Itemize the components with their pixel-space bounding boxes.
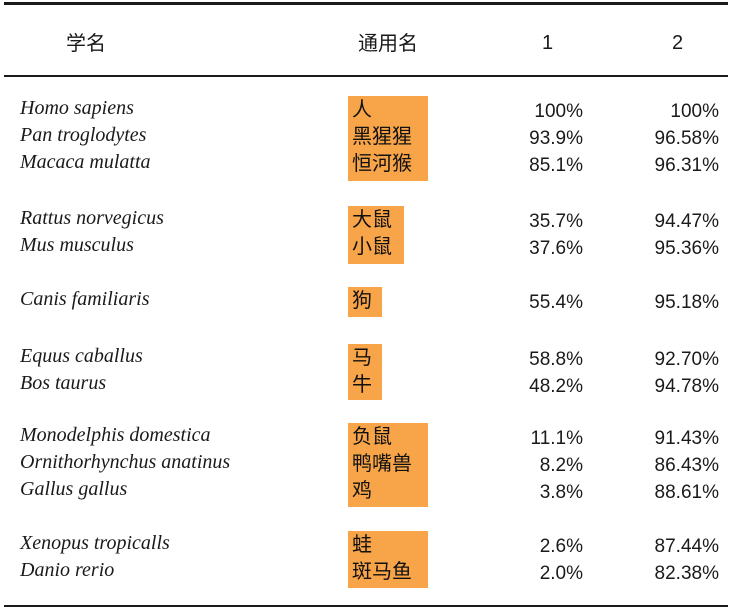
value-column-1: 3.8%: [539, 482, 583, 503]
scientific-name: Equus caballus: [20, 345, 143, 367]
table-row: Gallus gallus 鸡 3.8% 88.61%: [0, 477, 732, 504]
value-column-1: 2.6%: [539, 536, 583, 557]
scientific-name: Monodelphis domestica: [20, 424, 211, 446]
value-column-1: 35.7%: [529, 211, 583, 232]
value-column-2: 94.47%: [654, 211, 719, 232]
table-row: Macaca mulatta 恒河猴 85.1% 96.31%: [0, 150, 732, 177]
value-column-2: 95.18%: [654, 292, 719, 313]
value-column-2: 88.61%: [654, 482, 719, 503]
value-column-2: 92.70%: [654, 349, 719, 370]
common-name: 牛: [352, 372, 372, 396]
scientific-name: Ornithorhynchus anatinus: [20, 451, 231, 473]
common-name: 鸡: [352, 478, 372, 502]
value-column-1: 48.2%: [529, 376, 583, 397]
table-row: Ornithorhynchus anatinus 鸭嘴兽 8.2% 86.43%: [0, 450, 732, 477]
value-column-1: 2.0%: [539, 563, 583, 584]
common-name: 鸭嘴兽: [352, 451, 412, 475]
table-header-rule: [4, 75, 728, 77]
table-row: Pan troglodytes 黑猩猩 93.9% 96.58%: [0, 123, 732, 150]
table-row: Danio rerio 斑马鱼 2.0% 82.38%: [0, 558, 732, 585]
header-common-name: 通用名: [358, 31, 418, 55]
common-name-highlight: [348, 423, 428, 507]
common-name-highlight: [348, 344, 382, 400]
common-name: 狗: [352, 288, 372, 312]
header-scientific-name: 学名: [66, 31, 106, 55]
table-row: Equus caballus 马 58.8% 92.70%: [0, 344, 732, 371]
header-column-1: 1: [542, 32, 554, 54]
scientific-name: Gallus gallus: [20, 478, 128, 500]
value-column-2: 86.43%: [654, 455, 719, 476]
value-column-2: 82.38%: [654, 563, 719, 584]
common-name: 黑猩猩: [352, 124, 412, 148]
scientific-name: Danio rerio: [20, 559, 115, 581]
common-name: 马: [352, 345, 372, 369]
scientific-name: Mus musculus: [20, 234, 134, 256]
value-column-1: 58.8%: [529, 349, 583, 370]
table-row: Bos taurus 牛 48.2% 94.78%: [0, 371, 732, 398]
common-name: 大鼠: [352, 207, 392, 231]
common-name: 蛙: [352, 532, 372, 556]
value-column-2: 94.78%: [654, 376, 719, 397]
scientific-name: Bos taurus: [20, 372, 107, 394]
value-column-1: 85.1%: [529, 155, 583, 176]
scientific-name: Homo sapiens: [20, 97, 134, 119]
common-name-highlight: [348, 96, 428, 181]
header-column-2: 2: [672, 32, 684, 54]
scientific-name: Pan troglodytes: [20, 124, 147, 146]
value-column-2: 96.31%: [654, 155, 719, 176]
table-row: Rattus norvegicus 大鼠 35.7% 94.47%: [0, 206, 732, 233]
value-column-1: 8.2%: [539, 455, 583, 476]
common-name-highlight: [348, 287, 382, 317]
value-column-2: 95.36%: [654, 238, 719, 259]
common-name: 斑马鱼: [352, 559, 412, 583]
value-column-2: 100%: [670, 101, 719, 122]
scientific-name: Macaca mulatta: [20, 151, 151, 173]
table-row: Homo sapiens 人 100% 100%: [0, 96, 732, 123]
value-column-1: 55.4%: [529, 292, 583, 313]
common-name-highlight: [348, 206, 404, 264]
value-column-2: 87.44%: [654, 536, 719, 557]
common-name: 负鼠: [352, 424, 392, 448]
table-top-rule: [4, 2, 728, 5]
common-name: 恒河猴: [352, 151, 412, 175]
common-name: 小鼠: [352, 234, 392, 258]
value-column-1: 93.9%: [529, 128, 583, 149]
table-row: Mus musculus 小鼠 37.6% 95.36%: [0, 233, 732, 260]
common-name-highlight: [348, 531, 428, 588]
scientific-name: Xenopus tropicalls: [20, 532, 170, 554]
table-row: Xenopus tropicalls 蛙 2.6% 87.44%: [0, 531, 732, 558]
table-row: Canis familiaris 狗 55.4% 95.18%: [0, 287, 732, 314]
value-column-2: 96.58%: [654, 128, 719, 149]
value-column-1: 100%: [534, 101, 583, 122]
value-column-1: 37.6%: [529, 238, 583, 259]
common-name: 人: [352, 97, 372, 121]
scientific-name: Rattus norvegicus: [20, 207, 164, 229]
scientific-name: Canis familiaris: [20, 288, 150, 310]
value-column-1: 11.1%: [530, 428, 583, 449]
value-column-2: 91.43%: [654, 428, 719, 449]
table-row: Monodelphis domestica 负鼠 11.1% 91.43%: [0, 423, 732, 450]
table-bottom-rule: [4, 605, 728, 607]
